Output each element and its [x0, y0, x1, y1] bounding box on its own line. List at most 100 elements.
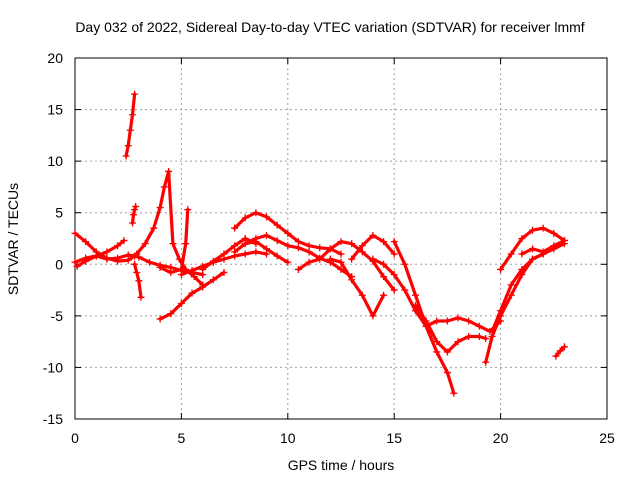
data-point: [169, 240, 177, 248]
data-point: [556, 347, 564, 355]
series-arc-19: [390, 238, 458, 397]
data-point: [263, 245, 271, 253]
y-tick-label: -5: [51, 308, 64, 324]
data-point: [454, 314, 462, 322]
x-tick-label: 10: [280, 430, 296, 446]
data-point: [450, 389, 458, 397]
data-point: [131, 260, 139, 268]
data-point: [316, 244, 324, 252]
data-point: [443, 348, 451, 356]
data-point: [71, 229, 79, 237]
series-arc-16: [326, 255, 388, 320]
data-point: [390, 250, 398, 258]
data-point: [160, 183, 168, 191]
data-point: [433, 338, 441, 346]
data-point: [209, 276, 217, 284]
data-point: [475, 332, 483, 340]
data-point: [518, 235, 526, 242]
data-point: [92, 252, 100, 260]
data-point: [145, 258, 153, 266]
data-point: [188, 266, 196, 274]
data-point: [507, 281, 515, 289]
data-point: [475, 322, 483, 330]
series-line: [233, 240, 290, 264]
data-point: [177, 271, 185, 279]
data-point: [305, 242, 313, 250]
y-tick-label: -15: [43, 411, 63, 427]
data-point: [465, 317, 473, 325]
series-arc-09: [156, 269, 228, 323]
data-point: [337, 250, 345, 258]
data-point: [560, 343, 568, 351]
data-point: [165, 167, 173, 175]
y-tick-label: 5: [55, 205, 63, 221]
data-point: [482, 335, 490, 343]
series-line: [124, 92, 137, 158]
series-arc-18: [369, 255, 505, 335]
data-point: [560, 237, 568, 245]
data-point: [130, 211, 138, 219]
data-point: [220, 269, 228, 277]
series-line: [133, 262, 143, 299]
data-point: [128, 111, 136, 119]
y-tick-label: 20: [47, 50, 63, 66]
data-point: [131, 90, 139, 98]
data-point: [122, 152, 130, 160]
chart-title: Day 032 of 2022, Sidereal Day-to-day VTE…: [75, 19, 584, 35]
series-arc-06: [131, 260, 145, 301]
data-point: [380, 260, 388, 268]
data-point: [273, 237, 281, 245]
data-point: [182, 240, 190, 248]
data-point: [156, 204, 164, 212]
data-point: [284, 258, 292, 266]
data-point: [539, 224, 547, 232]
data-point: [120, 237, 128, 245]
data-point: [550, 242, 558, 250]
series-arc-13: [241, 231, 356, 281]
data-point: [199, 265, 207, 273]
data-point: [529, 226, 537, 234]
data-point: [305, 248, 313, 256]
data-point: [358, 242, 366, 250]
data-point: [252, 209, 260, 217]
data-point: [411, 291, 419, 299]
data-point: [71, 258, 79, 266]
data-point: [390, 286, 398, 294]
data-point: [348, 240, 356, 248]
data-point: [358, 291, 366, 299]
data-point: [241, 240, 249, 248]
data-point: [156, 315, 164, 323]
data-point: [252, 248, 260, 256]
y-tick-label: 10: [47, 153, 63, 169]
series-line: [75, 239, 126, 268]
data-point: [337, 238, 345, 246]
data-point: [380, 273, 388, 281]
x-axis-label: GPS time / hours: [288, 457, 395, 473]
series-arc-17: [348, 231, 398, 263]
data-point: [326, 255, 334, 263]
y-tick-label: -10: [43, 359, 63, 375]
data-point: [422, 317, 430, 325]
data-point: [507, 291, 515, 299]
data-point: [73, 262, 81, 270]
data-point: [252, 238, 260, 246]
data-point: [411, 302, 419, 310]
data-point: [103, 255, 111, 263]
series-arc-08: [156, 206, 192, 277]
data-point: [433, 348, 441, 356]
x-tick-label: 15: [386, 430, 402, 446]
data-point: [529, 245, 537, 253]
data-point: [184, 206, 192, 214]
data-point: [518, 250, 526, 258]
data-layer: [71, 90, 568, 397]
data-point: [167, 310, 175, 318]
data-point: [539, 248, 547, 256]
data-point: [443, 317, 451, 325]
data-point: [82, 254, 90, 262]
data-point: [231, 224, 239, 232]
data-point: [167, 269, 175, 277]
series-line: [490, 242, 566, 333]
data-point: [114, 242, 122, 250]
data-point: [128, 219, 136, 227]
